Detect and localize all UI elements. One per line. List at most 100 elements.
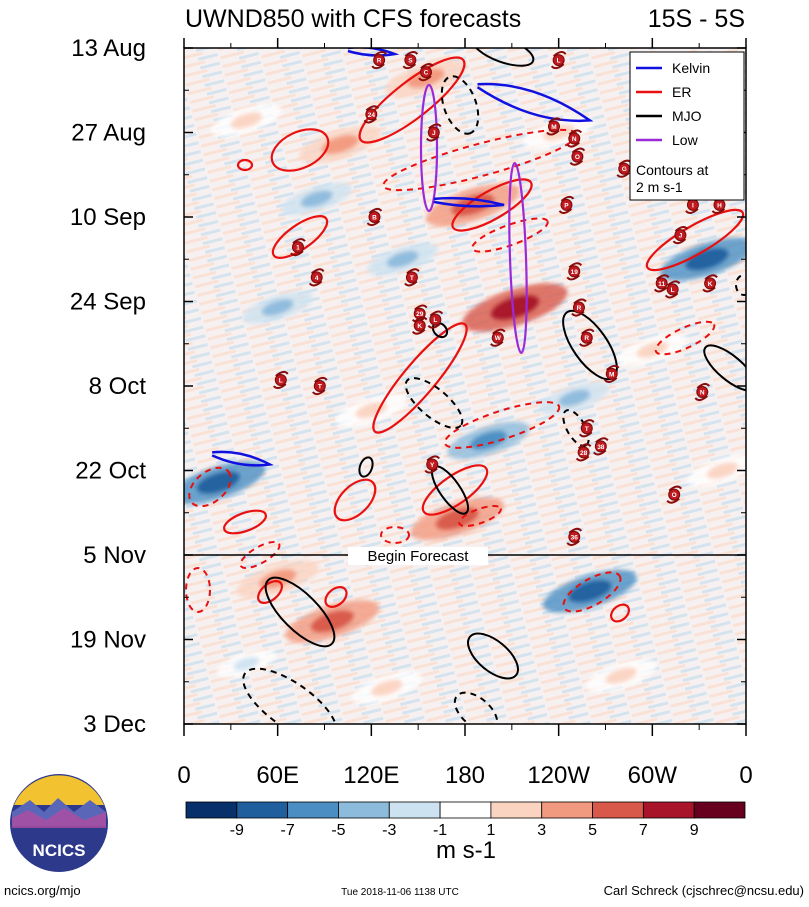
er-contour-dashed [471,217,549,253]
storm-marker: O [569,147,586,166]
storm-markers: R S C L 24 J M N O G P I H B J 1 19 T 4 11 L K R 29 L K W R L T M N T 28 3… [273,51,728,546]
anomaly-core [386,251,419,268]
storm-label: H [717,202,722,209]
storm-marker: 1 [290,238,306,257]
storm-label: T [585,426,589,433]
storm-marker: J [672,226,689,245]
storm-dot [491,331,504,344]
er-contour-dashed [185,567,211,613]
storm-label: T [410,275,414,282]
storm-label: 4 [315,275,319,282]
storm-arm [290,238,306,257]
storm-dot [368,211,381,223]
low-contour [508,161,528,355]
kelvin-contour [433,196,505,208]
storm-dot [568,530,581,543]
storm-dot [577,446,590,459]
storm-marker: K [702,274,718,293]
colorbar-label: 5 [588,822,597,839]
storm-label: M [551,124,556,131]
storm-arm [694,382,711,402]
storm-arm [308,268,325,287]
y-tick-label: 3 Dec [83,711,146,738]
storm-arm [404,268,420,287]
er-contour-dashed [458,505,502,527]
colorbar-swatch [490,801,543,819]
legend-label: Low [672,132,699,148]
storm-dot [655,277,668,290]
legend-label: Kelvin [672,60,710,76]
mjo-contour [471,48,535,67]
colorbar-swatch [439,801,492,819]
storm-dot [419,66,432,79]
storm-dot [310,271,323,284]
storm-arm [550,51,567,70]
colorbar-swatch [642,801,695,819]
storm-marker: T [404,268,420,287]
storm-marker: T [578,419,595,438]
storm-arm [566,129,583,148]
storm-dot [666,283,679,296]
anomaly-core [558,389,591,407]
anomaly-core [300,190,333,208]
storm-marker: L [273,370,289,390]
storm-label: M [609,371,614,378]
colorbar: -9 -7 -5 -3 -1 1 3 5 7 9 [185,801,746,839]
storm-dot [365,108,378,121]
storm-marker: R [578,328,595,347]
forecast-label: Begin Forecast [368,548,470,565]
y-tick-label: 8 Oct [89,373,147,400]
storm-arm [566,527,583,546]
storm-marker: B [366,207,383,227]
storm-label: 24 [368,112,376,119]
storm-arm [546,117,562,136]
storm-dot [429,313,442,326]
storm-marker: M [546,117,562,136]
legend-box [629,51,745,201]
storm-label: R [377,58,382,65]
storm-dot [568,265,581,278]
y-tick-label: 22 Oct [75,458,146,485]
storm-label: Y [430,462,435,469]
colorbar-swatch [592,801,644,819]
er-contour [645,208,745,272]
anomaly-core [233,656,260,671]
x-tick-label: 60E [256,762,299,789]
ncics-logo: NCICS [10,774,108,872]
storm-marker: L [664,280,681,299]
low-contour [419,83,439,213]
storm-marker: W [490,328,506,347]
logo-text: NCICS [33,841,86,860]
mjo-contour [467,632,519,680]
anomaly-core [685,248,729,271]
mjo-contour-dashed [440,75,480,135]
anomaly-core [196,471,240,494]
storm-dot [404,54,417,67]
storm-dot [426,458,439,471]
storm-label: 1 [296,245,300,252]
y-tick-label: 13 Aug [71,35,146,62]
colorbar-label: -1 [433,822,447,839]
anomaly-core [542,124,575,141]
anomaly-core [605,667,637,684]
storm-marker: 4 [308,268,325,287]
anomaly-core [371,679,403,697]
colorbar-label: 3 [537,822,546,839]
storm-arm [411,316,428,335]
storm-marker: J [425,123,442,142]
storm-label: 11 [658,281,665,288]
storm-arm [312,376,328,396]
storm-marker: N [694,382,711,402]
footer-url[interactable]: ncics.org/mjo [4,883,81,898]
legend-note-line1: Contours at [636,162,708,178]
storm-label: R [577,305,582,312]
er-contour-dashed [562,571,622,613]
chart-region: 15S - 5S [648,5,745,33]
colorbar-label: -5 [331,822,345,839]
x-tick-label: 0 [739,762,752,789]
colorbar-label: -9 [230,822,244,839]
mjo-contour [358,456,374,478]
er-contour [222,509,268,535]
storm-marker: M [603,364,620,383]
mjo-contour-dashed [242,667,338,724]
